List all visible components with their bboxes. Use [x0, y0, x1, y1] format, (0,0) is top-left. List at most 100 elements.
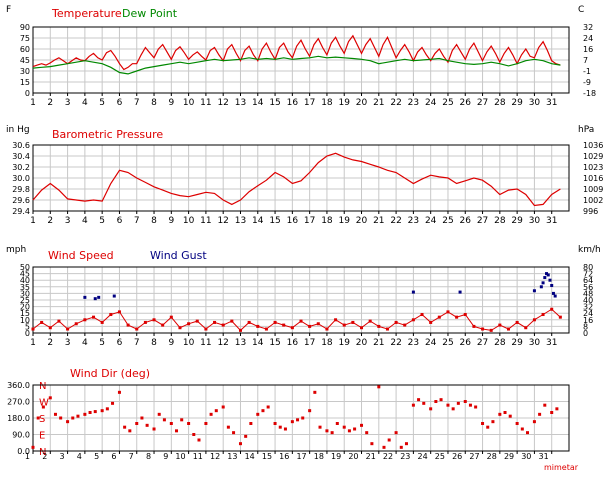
data-point — [481, 327, 485, 331]
x-tick-label: 13 — [227, 452, 237, 461]
data-point — [59, 416, 63, 420]
data-point — [123, 425, 127, 429]
data-point — [353, 427, 357, 431]
data-point — [486, 425, 490, 429]
y-tick-label-left: 45 — [20, 270, 30, 279]
y-tick-label-left: 90.0 — [12, 431, 30, 440]
data-point — [515, 422, 519, 425]
unit-label-right: hPa — [578, 125, 594, 135]
y-tick-label-right: 32 — [583, 23, 593, 32]
x-tick-label: 10 — [175, 452, 185, 461]
x-tick-label: 25 — [442, 338, 453, 348]
data-point — [377, 385, 381, 389]
y-tick-label-right: 40 — [583, 296, 593, 305]
x-tick-label: 21 — [373, 216, 384, 226]
x-tick-label: 20 — [348, 452, 358, 461]
x-tick-label: 25 — [442, 216, 453, 226]
data-point — [209, 412, 213, 416]
series-line — [32, 55, 561, 75]
data-point — [541, 313, 545, 317]
x-tick-label: 26 — [452, 452, 462, 461]
data-point — [551, 291, 555, 295]
data-point — [76, 414, 80, 418]
x-tick-label: 2 — [42, 452, 47, 461]
data-point — [244, 434, 248, 438]
data-point — [48, 326, 52, 330]
data-point — [41, 405, 45, 409]
series-line — [32, 308, 561, 332]
x-tick-label: 9 — [163, 452, 168, 461]
data-point — [100, 409, 104, 413]
data-point — [83, 295, 87, 299]
x-tick-label: 14 — [252, 338, 264, 348]
x-tick-label: 19 — [331, 452, 341, 461]
x-tick-label: 14 — [252, 98, 264, 108]
x-tick-label: 26 — [460, 98, 472, 108]
x-tick-label: 1 — [30, 338, 36, 348]
data-point — [83, 318, 87, 322]
data-point — [394, 431, 398, 435]
y-tick-label-right: -9 — [583, 78, 591, 87]
data-point — [261, 409, 265, 413]
footer-brand: mimetar — [544, 463, 579, 472]
y-tick-label-right: 56 — [583, 283, 593, 292]
x-tick-label: 27 — [477, 98, 488, 108]
x-tick-label: 25 — [435, 452, 445, 461]
x-tick-label: 23 — [408, 338, 419, 348]
y-tick-label-left: 0 — [25, 329, 30, 338]
x-tick-label: 21 — [373, 338, 384, 348]
data-point — [92, 315, 96, 319]
data-point — [308, 324, 312, 328]
y-tick-label-right: 996 — [583, 207, 598, 216]
data-point — [66, 327, 70, 331]
data-point — [140, 416, 144, 420]
series-line — [32, 34, 561, 71]
y-tick-label-right: 72 — [583, 270, 593, 279]
data-point — [117, 310, 121, 314]
y-tick-label-right: 64 — [583, 276, 593, 285]
data-point — [429, 320, 433, 324]
data-point — [214, 409, 218, 413]
data-point — [472, 324, 476, 328]
data-point — [403, 323, 407, 327]
x-tick-label: 24 — [425, 216, 437, 226]
data-point — [266, 405, 270, 409]
data-point — [117, 390, 121, 394]
data-point — [57, 319, 61, 323]
data-point — [342, 425, 346, 429]
data-point — [290, 420, 294, 424]
x-tick-label: 6 — [117, 98, 123, 108]
y-tick-label-right: 16 — [583, 316, 593, 325]
data-point — [550, 283, 554, 287]
data-point — [399, 445, 403, 449]
data-point — [40, 320, 44, 324]
x-tick-label: 17 — [304, 338, 315, 348]
x-tick-label: 15 — [269, 216, 280, 226]
x-tick-label: 2 — [47, 98, 53, 108]
y-tick-label-right: 24 — [583, 34, 593, 43]
x-tick-label: 20 — [356, 98, 368, 108]
x-tick-label: 4 — [82, 98, 88, 108]
data-point — [474, 405, 478, 409]
data-point — [187, 322, 191, 326]
data-point — [532, 289, 536, 293]
data-point — [325, 429, 329, 433]
y-tick-label-right: 7 — [583, 56, 588, 65]
data-point — [411, 290, 415, 294]
data-point — [126, 323, 130, 327]
y-tick-label-left: 10 — [20, 316, 30, 325]
unit-label-right: C — [578, 5, 584, 15]
data-point — [66, 420, 70, 424]
data-point — [468, 403, 472, 407]
data-point — [434, 400, 438, 403]
chart-title: Temperature — [51, 7, 122, 20]
y-tick-label-left: 45 — [20, 56, 30, 65]
x-tick-label: 18 — [314, 452, 324, 461]
y-tick-label-left: 29.4 — [12, 207, 30, 216]
x-tick-label: 6 — [117, 216, 123, 226]
data-point — [135, 327, 139, 331]
compass-label: E — [39, 431, 45, 442]
